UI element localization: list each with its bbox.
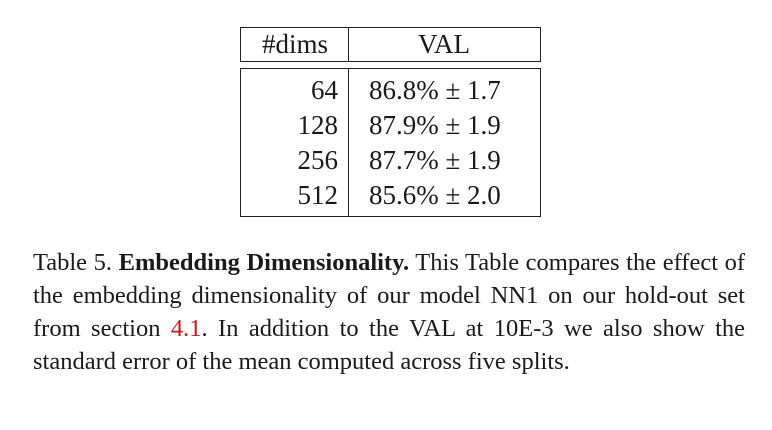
table-row: 128 87.9% ± 1.9	[241, 108, 540, 144]
table-header: #dims VAL	[240, 27, 541, 62]
val-cell: 87.7% ± 1.9	[369, 145, 501, 175]
caption-label: Table 5.	[33, 249, 113, 276]
header-dims: #dims	[261, 29, 328, 59]
dims-cell: 512	[297, 180, 339, 210]
table-row: 64 86.8% ± 1.7	[241, 73, 540, 109]
section-reference-link[interactable]: 4.1	[170, 315, 202, 342]
body-column-divider	[348, 69, 349, 216]
val-cell: 85.6% ± 2.0	[369, 180, 501, 210]
caption-text-3: we also show the standard error of the m…	[33, 315, 746, 375]
dims-cell: 128	[297, 110, 339, 140]
val-cell: 87.9% ± 1.9	[369, 110, 501, 140]
dims-cell: 64	[311, 75, 338, 105]
header-val: VAL	[417, 29, 470, 59]
dims-cell: 256	[297, 145, 339, 175]
table-row: 512 85.6% ± 2.0	[241, 178, 540, 214]
val-cell: 86.8% ± 1.7	[369, 75, 501, 105]
caption-title: Embedding Dimensionality.	[118, 249, 410, 276]
table-caption: Table 5. Embedding Dimensionality. This …	[33, 246, 745, 378]
caption-threshold: 10E-3	[493, 315, 554, 342]
table-row: 256 87.7% ± 1.9	[241, 143, 540, 179]
caption-text-1: This Table compares the effect of the em…	[33, 249, 746, 342]
caption-text-2: . In addition to the VAL at	[201, 315, 484, 342]
table-body: 64 86.8% ± 1.7 128 87.9% ± 1.9 256 87.7%…	[240, 68, 541, 217]
header-column-divider	[348, 28, 349, 61]
